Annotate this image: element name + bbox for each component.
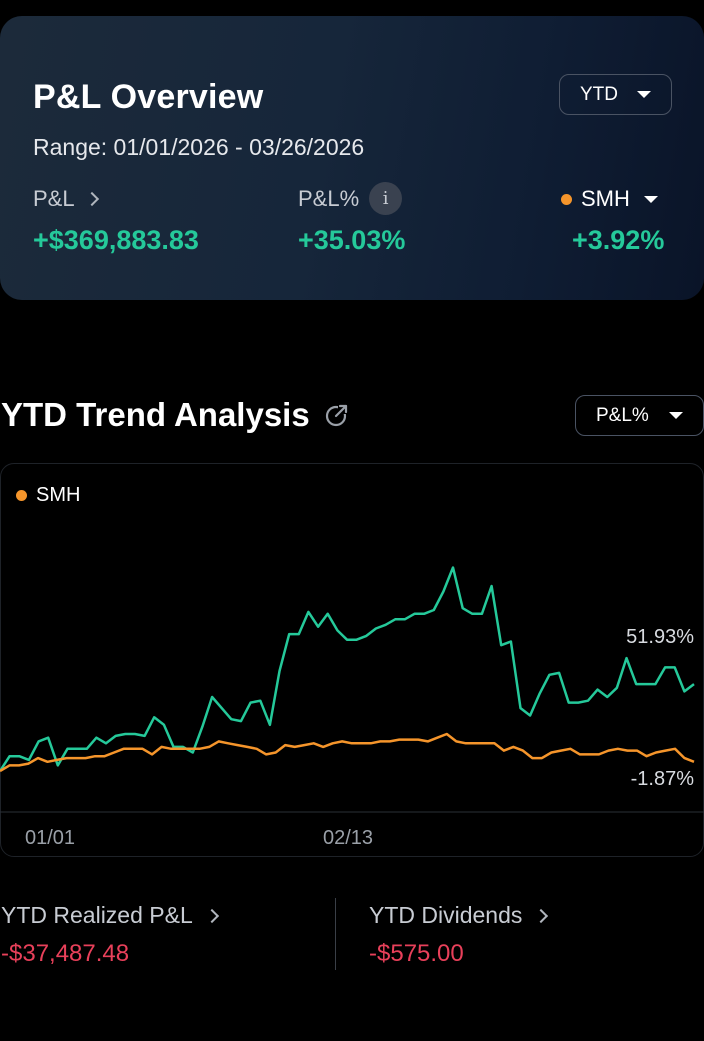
pl-value: +$369,883.83 (33, 225, 199, 255)
trend-title-group: YTD Trend Analysis (1, 396, 350, 434)
pl-overview-card: P&L Overview Range: 01/01/2026 - 03/26/2… (0, 16, 704, 300)
dividends-label: YTD Dividends (369, 902, 523, 928)
smh-end-label: -1.87% (631, 768, 695, 790)
period-dropdown[interactable]: YTD (559, 74, 672, 115)
pl-label: P&L (33, 186, 75, 211)
trend-chart[interactable]: 51.93% -1.87% 01/01 02/13 (0, 463, 704, 857)
pl-end-label: 51.93% (626, 626, 694, 648)
chevron-right-icon (84, 191, 99, 207)
x-tick-label: 01/01 (25, 827, 75, 849)
period-dropdown-label: YTD (580, 83, 618, 105)
dividends-link[interactable]: YTD Dividends (369, 902, 549, 929)
chart-legend: SMH (16, 484, 80, 507)
smh-line (0, 732, 695, 773)
info-icon[interactable]: i (369, 182, 403, 215)
plpct-label: P&L% (298, 185, 360, 211)
benchmark-value: +3.92% (572, 225, 665, 255)
orange-dot-icon (561, 193, 572, 205)
x-tick-label: 02/13 (323, 827, 373, 849)
realized-pl-link[interactable]: YTD Realized P&L (1, 902, 219, 929)
legend-label: SMH (36, 484, 81, 506)
benchmark-selector[interactable]: SMH (561, 186, 658, 212)
share-icon[interactable] (324, 402, 350, 428)
plpct-value: +35.03% (298, 225, 406, 255)
realized-pl-label: YTD Realized P&L (1, 902, 193, 928)
trend-title: YTD Trend Analysis (1, 396, 310, 433)
chevron-right-icon (204, 908, 219, 923)
plpct-label-group: P&L% i (298, 182, 403, 215)
pl-percent-line (0, 566, 695, 772)
orange-dot-icon (16, 490, 27, 501)
caret-down-icon (669, 412, 683, 419)
caret-down-icon (637, 91, 651, 98)
divider (335, 898, 336, 970)
caret-down-icon (643, 195, 658, 203)
metric-dropdown[interactable]: P&L% (575, 395, 704, 436)
realized-pl-value: -$37,487.48 (1, 940, 130, 967)
benchmark-label: SMH (581, 186, 630, 211)
chevron-right-icon (534, 908, 549, 923)
overview-title: P&L Overview (33, 78, 264, 116)
pl-link[interactable]: P&L (33, 186, 99, 212)
metric-dropdown-label: P&L% (596, 404, 649, 426)
date-range: Range: 01/01/2026 - 03/26/2026 (33, 134, 365, 160)
dividends-value: -$575.00 (369, 940, 464, 967)
